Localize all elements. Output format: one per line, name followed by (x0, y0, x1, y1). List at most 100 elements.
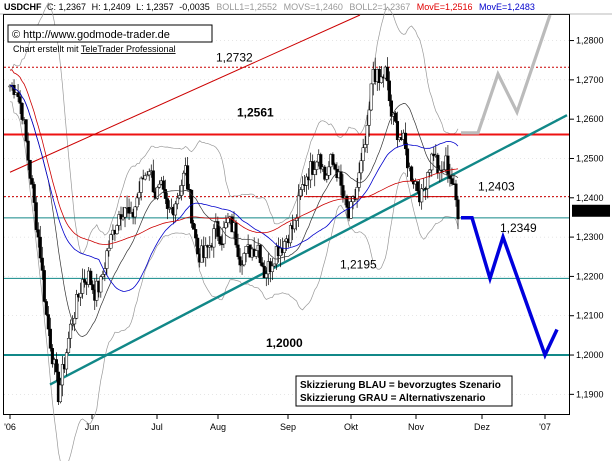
candle-body-59 (127, 207, 131, 214)
candle-body-17 (42, 270, 46, 302)
candle-body-112 (234, 222, 238, 246)
candle-body-16 (40, 257, 44, 271)
candle-body-33 (75, 294, 79, 319)
candle-body-49 (107, 247, 111, 252)
candle-body-50 (109, 234, 113, 249)
scenario-path-blau (461, 216, 559, 360)
candle-body-92 (194, 229, 198, 239)
candle-body-32 (73, 318, 77, 325)
candle-body-9 (26, 140, 30, 161)
legend-line-blue: Skizzierung BLAU = bevorzugtes Szenario (300, 380, 501, 391)
candle-body-143 (297, 195, 301, 219)
candle-body-157 (325, 175, 329, 180)
candle-body-55 (119, 214, 123, 220)
level-label-3: 1,2349 (500, 221, 537, 235)
trend-line-1 (9, 14, 361, 173)
candle-body-91 (192, 222, 196, 230)
moving-average-red (9, 69, 459, 246)
candle-body-78 (165, 198, 169, 209)
candle-body-107 (224, 222, 228, 229)
candle-body-65 (139, 177, 143, 193)
candle-body-26 (60, 364, 65, 386)
candle-body-67 (143, 175, 147, 180)
candle-body-114 (238, 256, 242, 266)
trend-line-0 (49, 114, 568, 386)
candle-body-117 (244, 246, 248, 254)
candle-body-113 (236, 244, 240, 257)
candle-body-88 (186, 165, 190, 190)
candle-body-63 (135, 197, 139, 208)
candle-body-150 (311, 161, 315, 175)
candle-body-145 (301, 184, 305, 190)
close-label: C: (47, 2, 59, 12)
y-tick-label-4: 1,2300 (576, 232, 604, 242)
candle-body-56 (121, 216, 125, 220)
move1-label: MovE= (417, 2, 445, 12)
boll1-value: 1,2552 (250, 2, 278, 12)
candle-body-136 (282, 241, 287, 253)
candle-body-82 (173, 203, 178, 216)
candle-body-40 (89, 270, 93, 285)
copyright-frame (7, 24, 213, 43)
source-box: © http://www.godmode-trader.de Chart ers… (7, 24, 213, 54)
candle-body-124 (258, 244, 262, 263)
candle-body-85 (179, 185, 184, 196)
candle-body-68 (145, 174, 149, 177)
y-tick-label-5: 1,2400 (576, 193, 604, 203)
candle-body-188 (387, 80, 391, 102)
bollinger-layer (9, 2, 459, 461)
candle-body-191 (393, 112, 397, 122)
candle-body-4 (16, 92, 20, 97)
level-label-5: 1,2000 (266, 336, 303, 350)
change-value: -0,0035 (179, 2, 210, 12)
symbol-text: USDCHF (4, 2, 42, 12)
candle-body-172 (355, 187, 359, 200)
level-label-2: 1,2403 (478, 180, 515, 194)
candle-body-46 (101, 274, 105, 277)
candle-body-74 (157, 183, 161, 188)
moving-average-short (9, 85, 459, 337)
candle-body-221 (454, 183, 458, 201)
candle-body-174 (359, 160, 363, 174)
credit-text: Chart erstellt mit TeleTrader Profession… (13, 44, 176, 54)
candle-body-35 (79, 293, 83, 298)
candle-body-20 (48, 328, 52, 349)
candle-body-151 (313, 169, 317, 175)
candles-layer (8, 57, 460, 406)
candle-body-127 (264, 273, 268, 279)
candle-body-89 (188, 189, 192, 191)
candle-body-71 (151, 170, 155, 193)
level-label-1: 1,2561 (237, 106, 274, 120)
x-axis: '06 Jun Jul Aug Sep Okt Nov Dez '07 (4, 414, 551, 432)
candle-body-11 (30, 178, 34, 185)
credit-link: TeleTrader Professional (81, 44, 176, 54)
candle-body-202 (416, 181, 420, 192)
candle-body-2 (12, 84, 16, 95)
candle-body-41 (91, 284, 95, 291)
candle-body-204 (420, 188, 424, 203)
candle-body-160 (331, 154, 335, 165)
candle-body-54 (117, 214, 121, 226)
y-tick-label-0: 1,1900 (576, 389, 604, 399)
candle-body-147 (305, 176, 309, 186)
candle-body-103 (216, 221, 220, 237)
close-value: 1,2367 (59, 2, 87, 12)
x-tick-label-1: Jun (85, 422, 100, 432)
candle-body-208 (428, 169, 432, 173)
candle-body-184 (379, 76, 383, 83)
candle-body-101 (212, 228, 216, 248)
candle-body-177 (365, 125, 369, 145)
copyright-text: © http://www.godmode-trader.de (12, 29, 170, 41)
y-tick-label-6: 1,2500 (576, 153, 604, 163)
legend-frame (295, 375, 513, 407)
legend-line-grey: Skizzierung GRAU = Alternativszenario (300, 393, 486, 404)
bollinger-upper (9, 2, 459, 255)
level-labels-layer: 1,2732 1,2561 1,2403 1,2349 1,2195 1,2000 (216, 50, 537, 350)
candle-body-28 (64, 352, 69, 370)
scenario-path-grau (461, 14, 552, 135)
plot-frame (3, 14, 570, 415)
candle-body-48 (105, 250, 109, 269)
candle-body-218 (448, 175, 452, 179)
move1-value: 1,2516 (445, 2, 473, 12)
